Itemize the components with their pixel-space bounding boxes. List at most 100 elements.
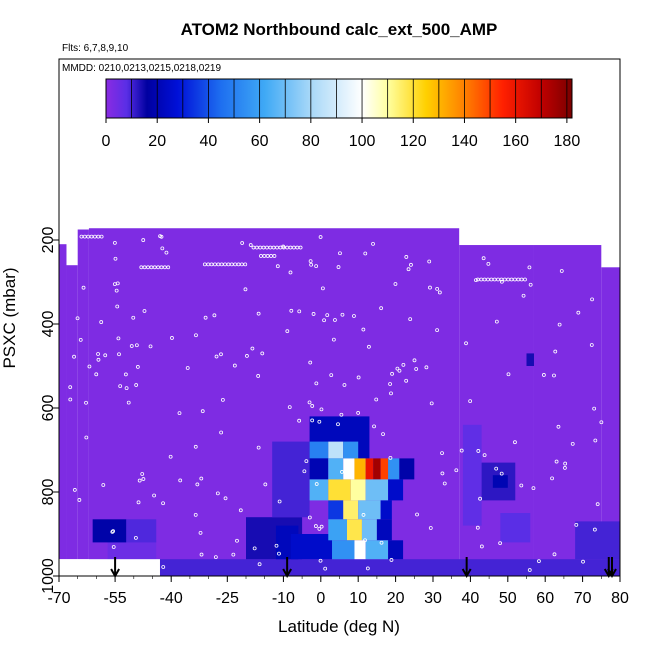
sample-point — [528, 282, 533, 287]
sample-point — [123, 372, 128, 377]
heatmap-cell — [373, 458, 381, 480]
sample-point — [307, 515, 312, 520]
sample-point — [393, 282, 398, 286]
heatmap-cell — [328, 458, 344, 480]
sample-point — [506, 372, 511, 377]
heatmap-background-column — [601, 267, 620, 576]
sample-point — [576, 310, 581, 315]
sample-point — [494, 466, 499, 471]
heatmap-cell — [107, 540, 157, 560]
heatmap-cell — [343, 458, 355, 480]
sample-point — [352, 314, 356, 318]
x-axis-label: Latitude (deg N) — [278, 617, 400, 636]
sample-point — [177, 411, 182, 416]
sample-point — [365, 566, 370, 571]
sample-point — [388, 382, 392, 386]
heatmap-cell — [88, 559, 620, 576]
sample-point — [319, 407, 324, 412]
sample-point — [298, 245, 303, 250]
heatmap-cell — [380, 458, 389, 480]
heatmap-cell — [354, 540, 366, 560]
sample-point — [256, 311, 261, 316]
sample-point — [277, 499, 282, 504]
sample-point — [68, 397, 73, 402]
heatmap-cell — [365, 458, 374, 480]
sample-point — [297, 309, 302, 314]
heatmap-cell — [328, 519, 347, 541]
sample-point — [381, 432, 385, 437]
sample-point — [553, 349, 558, 354]
sample-point — [592, 527, 597, 532]
sample-point — [325, 313, 330, 318]
heatmap-cell — [380, 500, 392, 520]
sample-point — [96, 357, 101, 362]
sample-point — [428, 526, 433, 530]
sample-point — [152, 493, 156, 498]
sample-point — [166, 265, 171, 270]
sample-point — [250, 346, 255, 351]
sample-point — [523, 277, 527, 282]
sample-point — [482, 453, 487, 458]
sample-point — [126, 400, 131, 405]
sample-point — [198, 530, 203, 535]
sample-point — [164, 250, 169, 255]
sample-point — [81, 285, 86, 290]
sample-point — [563, 461, 568, 466]
colorbar-tick-label: 160 — [502, 133, 529, 150]
sample-point — [519, 483, 524, 488]
sample-point — [406, 267, 411, 272]
sample-point — [133, 535, 138, 540]
sample-point — [537, 559, 541, 564]
sample-point — [581, 559, 585, 564]
sample-point — [185, 366, 190, 370]
sample-point — [593, 438, 598, 443]
sample-point — [199, 552, 204, 557]
sample-point — [521, 293, 526, 298]
colorbar-ticks: 0 20 40 60 80 100 120 140 160 180 — [102, 118, 580, 150]
sample-point — [285, 329, 290, 334]
sample-point — [313, 524, 318, 528]
sample-point — [243, 262, 248, 267]
sample-point — [131, 315, 136, 320]
sample-point — [552, 373, 556, 378]
sample-point — [367, 344, 371, 349]
sample-point — [318, 558, 323, 563]
heatmap-cell — [328, 500, 344, 520]
sample-point — [274, 543, 279, 548]
sample-point — [203, 315, 208, 320]
sample-point — [212, 313, 217, 318]
colorbar-dividers — [131, 79, 568, 118]
x-tick-label: 50 — [499, 590, 517, 607]
sample-point — [159, 234, 164, 239]
sample-point — [238, 508, 243, 513]
heatmap-cell — [309, 479, 329, 501]
sample-point — [395, 366, 400, 371]
heatmap-cell — [343, 441, 359, 459]
heatmap-cell — [332, 540, 355, 560]
sample-point — [342, 383, 347, 387]
sample-point — [498, 541, 503, 546]
sample-point — [311, 312, 316, 316]
sample-point — [101, 483, 106, 487]
sample-point — [363, 538, 367, 543]
x-tick-label: -40 — [160, 590, 183, 607]
heatmap-cell — [388, 540, 404, 560]
sample-point — [297, 418, 302, 423]
sample-point — [336, 265, 341, 269]
sample-point — [178, 478, 183, 483]
sample-point — [388, 455, 393, 460]
colorbar-tick-label: 120 — [400, 133, 427, 150]
sample-point — [379, 306, 384, 311]
sample-point — [574, 522, 579, 527]
y-tick-label: 1000 — [40, 558, 57, 594]
sample-point — [141, 477, 146, 481]
sample-point — [415, 512, 419, 517]
sample-point — [68, 385, 73, 390]
sample-point — [200, 409, 205, 414]
heatmap-cell — [92, 519, 127, 543]
sample-point — [307, 400, 312, 405]
sample-point — [193, 512, 198, 517]
sample-point — [99, 234, 104, 239]
sample-point — [339, 412, 344, 417]
heatmap-nodata — [59, 559, 160, 576]
